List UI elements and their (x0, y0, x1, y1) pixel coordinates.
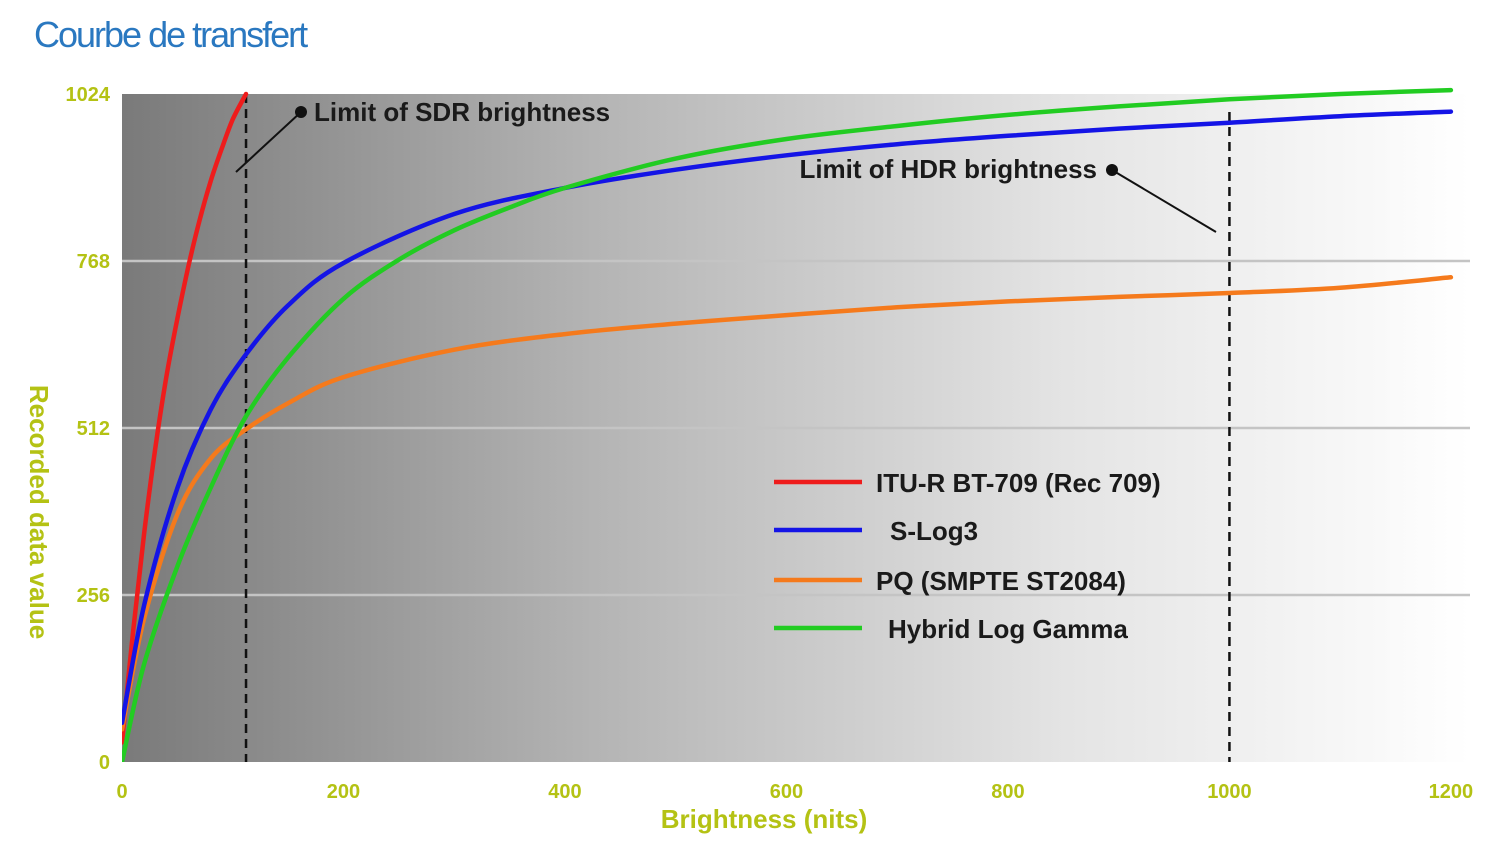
x-tick-label-1200: 1200 (1429, 781, 1474, 803)
x-axis-title: Brightness (nits) (661, 804, 868, 834)
y-axis-title: Recorded data value (24, 385, 54, 639)
y-tick-label-768: 768 (77, 251, 110, 273)
legend-label-3: Hybrid Log Gamma (888, 614, 1128, 644)
annotation-leader-1 (1111, 169, 1217, 233)
series-line-0 (122, 91, 249, 745)
y-tick-label-256: 256 (77, 585, 110, 607)
annotation-dot-0 (295, 106, 307, 118)
legend: ITU-R BT-709 (Rec 709) S-Log3 PQ (SMPTE ST… (774, 468, 1161, 644)
series-line-3 (122, 87, 1454, 762)
y-tick-label-512: 512 (77, 418, 110, 440)
x-tick-label-400: 400 (548, 781, 581, 803)
annotation-label-1: Limit of HDR brightness (799, 154, 1097, 184)
legend-label-0: ITU-R BT-709 (Rec 709) (876, 468, 1161, 498)
x-tick-label-200: 200 (327, 781, 360, 803)
series-line-2 (122, 275, 1454, 732)
legend-label-1: S-Log3 (890, 516, 978, 546)
annotations: Limit of SDR brightness Limit of HDR brig… (235, 97, 1217, 233)
y-tick-labels: 0 256 512 768 1024 (66, 84, 111, 774)
x-tick-label-1000: 1000 (1207, 781, 1252, 803)
y-tick-label-0: 0 (99, 752, 110, 774)
annotation-leader-0 (235, 111, 302, 173)
annotation-label-0: Limit of SDR brightness (314, 97, 610, 127)
x-tick-label-800: 800 (991, 781, 1024, 803)
y-tick-label-1024: 1024 (66, 84, 111, 106)
legend-label-2: PQ (SMPTE ST2084) (876, 566, 1126, 596)
x-tick-label-0: 0 (116, 781, 127, 803)
page-title: Courbe de transfert (34, 14, 308, 55)
x-tick-label-600: 600 (770, 781, 803, 803)
x-tick-labels: 0 200 400 600 800 1000 1200 (116, 781, 1473, 803)
data-series (122, 87, 1454, 762)
annotation-dot-1 (1106, 164, 1118, 176)
